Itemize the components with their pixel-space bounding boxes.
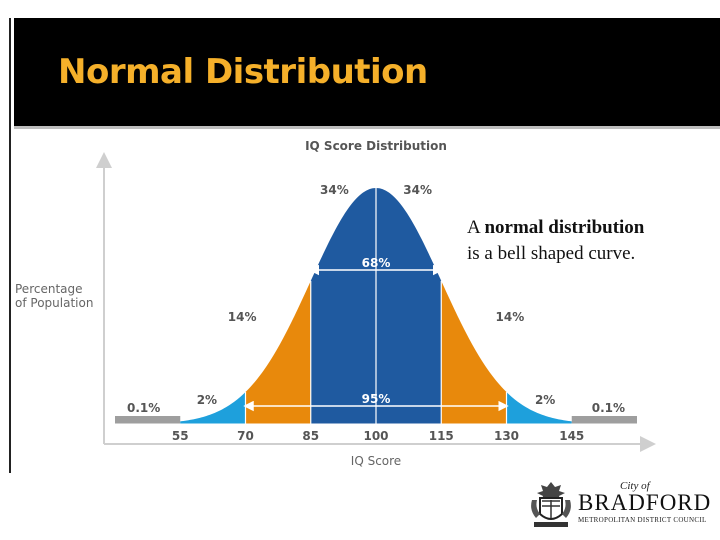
- region-label-3: 34%: [320, 183, 349, 197]
- logo-name-text: BRADFORD: [578, 490, 712, 515]
- y-axis-label: Percentage of Population: [15, 282, 93, 310]
- slide-title: Normal Distribution: [58, 52, 428, 92]
- region-label-4: 34%: [403, 183, 432, 197]
- region-label-2: 14%: [228, 310, 257, 324]
- x-tick-label-6: 145: [559, 429, 584, 443]
- left-border-line: [9, 18, 11, 473]
- x-tick-label-4: 115: [429, 429, 454, 443]
- span-label-0: 68%: [362, 256, 391, 270]
- region-label-5: 14%: [496, 310, 525, 324]
- x-axis-label: IQ Score: [351, 454, 401, 468]
- distribution-regions: [115, 188, 637, 424]
- region-area-2: [245, 280, 311, 424]
- callout-bold: normal distribution: [484, 217, 645, 238]
- bradford-council-logo: City of BRADFORD METROPOLITAN DISTRICT C…: [528, 478, 712, 530]
- x-tick-label-1: 70: [237, 429, 254, 443]
- title-underline: [14, 126, 720, 129]
- tail-band-0: [115, 416, 181, 424]
- x-tick-label-2: 85: [302, 429, 319, 443]
- region-percent-labels: 0.1% 2% 14% 34% 34% 14% 2% 0.1%: [127, 183, 625, 415]
- x-tick-label-5: 130: [494, 429, 519, 443]
- tail-band-7: [571, 416, 637, 424]
- coat-of-arms-icon: [531, 482, 571, 527]
- logo-subtitle-text: METROPOLITAN DISTRICT COUNCIL: [578, 516, 707, 524]
- region-area-3: [310, 188, 376, 424]
- chart-title: IQ Score Distribution: [305, 139, 447, 153]
- title-bar: [14, 18, 720, 126]
- region-label-0: 0.1%: [127, 401, 160, 415]
- callout-line2: is a bell shaped curve.: [467, 243, 636, 264]
- region-label-1: 2%: [197, 393, 217, 407]
- span-label-1: 95%: [362, 392, 391, 406]
- region-label-6: 2%: [535, 393, 555, 407]
- callout-text: A normal distribution is a bell shaped c…: [467, 215, 697, 267]
- x-tick-labels: 55 70 85 100 115 130 145: [172, 429, 584, 443]
- region-area-4: [376, 188, 442, 424]
- percentage-spans: 68% 95%: [243, 256, 509, 412]
- region-area-6: [506, 392, 572, 424]
- region-area-5: [441, 280, 507, 424]
- x-tick-label-3: 100: [363, 429, 388, 443]
- region-label-7: 0.1%: [592, 401, 625, 415]
- region-area-1: [180, 392, 246, 424]
- logo-city-text: City of: [620, 480, 650, 492]
- callout-prefix: A: [467, 217, 485, 238]
- x-tick-label-0: 55: [172, 429, 189, 443]
